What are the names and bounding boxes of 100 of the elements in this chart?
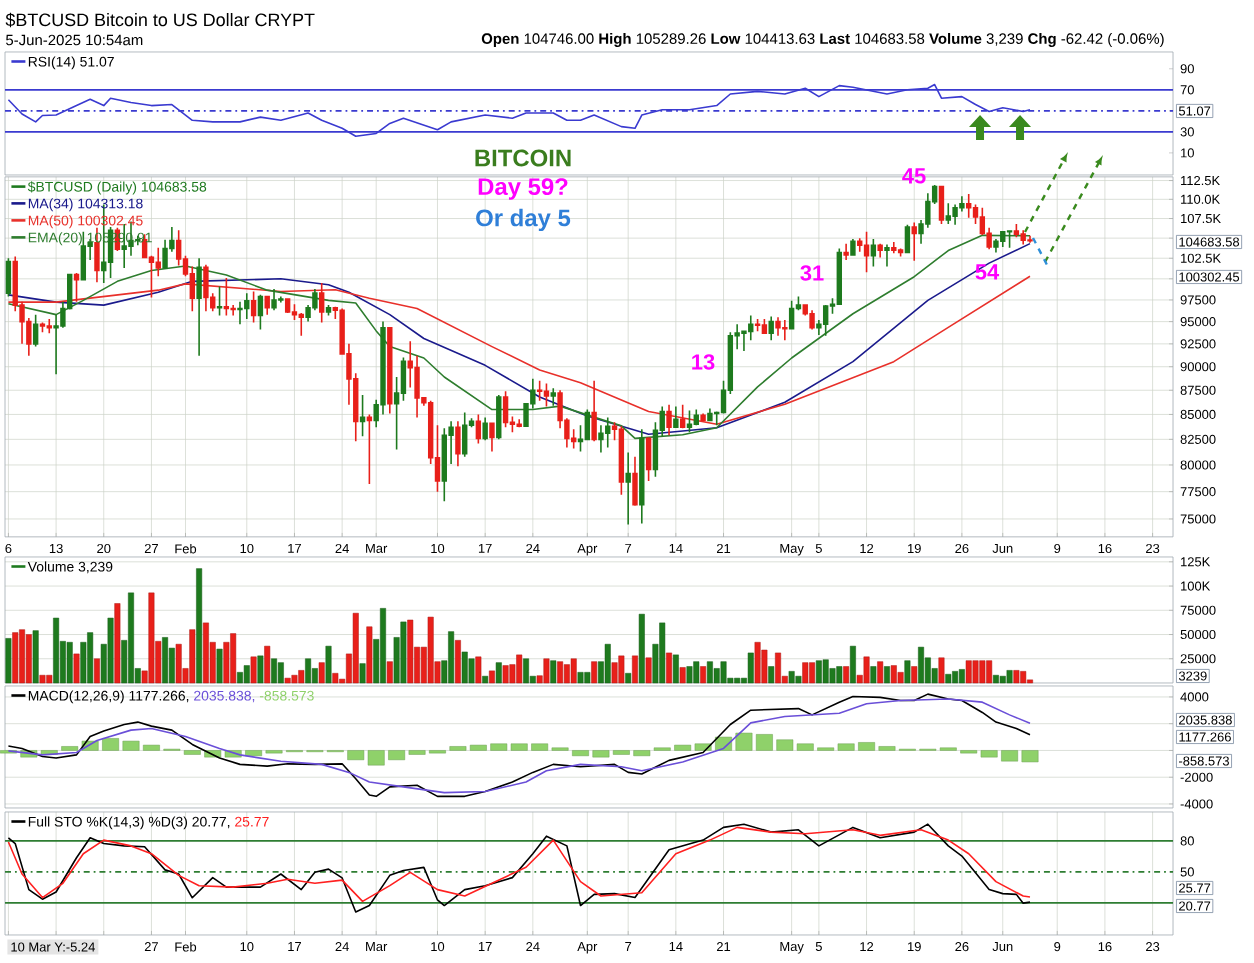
- x-tick-label: 27: [144, 942, 158, 952]
- bar: [510, 743, 528, 751]
- bar: [359, 663, 366, 684]
- annotation: Day 59?: [478, 178, 568, 200]
- candlestick: [686, 409, 693, 434]
- x-tick-label: 10: [431, 942, 445, 952]
- bar: [429, 750, 446, 754]
- candlestick: [693, 408, 699, 427]
- bar: [325, 645, 332, 684]
- bar: [572, 750, 589, 757]
- bar: [768, 666, 775, 684]
- text: 2035.838,: [194, 690, 255, 703]
- bar: [386, 661, 393, 684]
- candlestick: [536, 379, 543, 402]
- bar: [911, 666, 918, 684]
- annotation: 13: [692, 354, 715, 370]
- x-tick-label: 17: [288, 543, 301, 553]
- bar: [638, 613, 645, 684]
- bar: [367, 750, 385, 766]
- candlestick: [891, 241, 897, 255]
- text: 3239: [1178, 671, 1207, 681]
- candlestick: [591, 379, 597, 443]
- candlestick: [550, 387, 556, 407]
- bar: [257, 655, 264, 684]
- x-tick-label: 26: [955, 942, 969, 952]
- candlestick: [155, 246, 161, 278]
- bar: [531, 743, 549, 751]
- bar: [755, 734, 773, 751]
- y-tick-label: 50000: [1180, 629, 1216, 640]
- candlestick: [387, 326, 393, 415]
- bar: [475, 656, 482, 684]
- y-tick-label: 100K: [1181, 581, 1211, 591]
- y-tick-label: 77500: [1180, 487, 1216, 497]
- bar: [870, 666, 877, 684]
- text: 10 Mar Y:-5.24: [11, 942, 95, 952]
- bar: [388, 750, 406, 761]
- candlestick: [509, 415, 516, 434]
- bar: [143, 744, 160, 751]
- bar: [495, 662, 502, 684]
- bar: [592, 750, 610, 758]
- candlestick: [366, 413, 373, 485]
- candlestick: [46, 318, 52, 334]
- x-tick-label: 17: [288, 942, 301, 951]
- bar: [454, 640, 461, 684]
- bar: [735, 732, 753, 751]
- x-tick-label: 21: [716, 942, 731, 952]
- x-tick-label: Feb: [175, 942, 197, 952]
- candlestick: [659, 405, 665, 438]
- x-tick-label: 20: [97, 543, 111, 554]
- y-tick-label: -4000: [1180, 799, 1213, 809]
- x-tick-label: 12: [860, 543, 874, 553]
- candlestick: [264, 294, 270, 316]
- bar: [114, 603, 121, 684]
- bar: [700, 666, 707, 684]
- candlestick: [1006, 229, 1013, 249]
- bar: [904, 660, 911, 684]
- bar: [625, 673, 632, 684]
- bar: [5, 638, 12, 684]
- y-tick-label: 82500: [1180, 434, 1216, 444]
- y-tick-label: 80: [1180, 836, 1194, 846]
- bar: [884, 666, 890, 684]
- x-tick-label: 5: [815, 942, 822, 952]
- candlestick: [455, 420, 461, 468]
- chart-subtitle: 5-Jun-2025 10:54am: [6, 34, 143, 46]
- bar: [1001, 750, 1018, 762]
- x-tick-label: May: [780, 942, 804, 954]
- x-tick-label: Feb: [175, 543, 197, 554]
- legend-label: MA(34) 104313.18: [28, 198, 143, 212]
- bar: [250, 656, 257, 684]
- x-tick-label: 17: [478, 543, 492, 553]
- x-tick-label: 23: [1146, 543, 1160, 554]
- bar: [490, 743, 508, 751]
- y-tick-label: 102.5K: [1181, 253, 1221, 263]
- x-tick-label: 12: [860, 942, 874, 952]
- candlestick: [489, 422, 495, 453]
- x-tick-label: 17: [478, 942, 492, 951]
- text: 25.77: [235, 816, 269, 827]
- y-tick-label: 92500: [1180, 339, 1216, 349]
- bar: [938, 657, 945, 684]
- y-tick-label: -2000: [1180, 772, 1213, 782]
- x-tick-label: 5: [815, 543, 822, 553]
- bar: [939, 747, 957, 751]
- y-tick-label: 90: [1180, 64, 1194, 74]
- x-tick-label: Mar: [366, 942, 388, 952]
- candlestick: [857, 237, 863, 253]
- text: 25.77: [1179, 883, 1211, 893]
- candlestick: [462, 411, 468, 458]
- bar: [960, 750, 978, 754]
- candlestick: [911, 221, 917, 262]
- bar: [796, 743, 814, 751]
- y-tick-label: 125K: [1181, 557, 1211, 567]
- x-tick-label: Apr: [577, 942, 598, 954]
- candlestick: [577, 424, 584, 453]
- x-tick-label: 14: [669, 942, 683, 951]
- text: 20.77: [1179, 901, 1211, 911]
- y-tick-label: 25000: [1180, 654, 1216, 664]
- x-tick-label: Apr: [577, 543, 598, 556]
- bar: [679, 667, 686, 684]
- bar: [591, 661, 598, 684]
- candlestick: [148, 255, 155, 299]
